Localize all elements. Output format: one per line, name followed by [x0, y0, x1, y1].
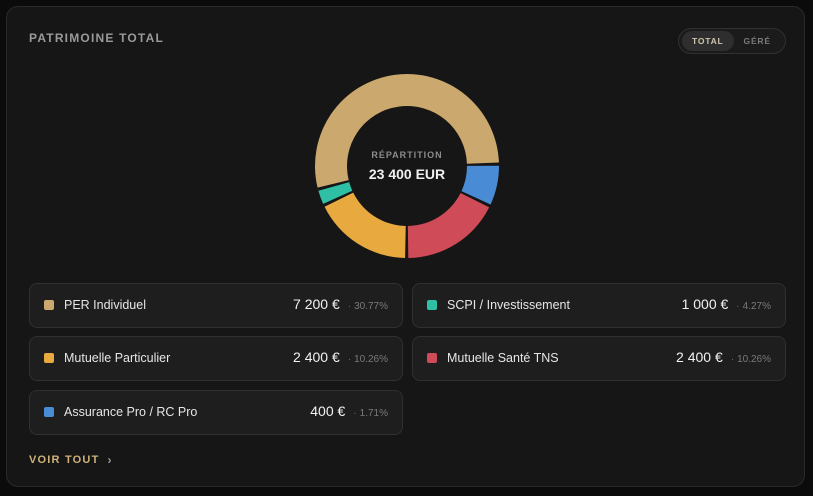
- repartition-donut-chart: [315, 74, 499, 258]
- donut-slice-3: [324, 192, 406, 258]
- asset-percent: 10.26%: [354, 354, 388, 365]
- donut-center-value: 23 400 EUR: [368, 166, 446, 182]
- asset-amount: 7 200 €: [293, 296, 340, 312]
- asset-percent: 30.77%: [354, 301, 388, 312]
- asset-name: Assurance Pro / RC Pro: [64, 405, 198, 419]
- patrimoine-card: PATRIMOINE TOTAL TOTAL GÉRÉ RÉPARTITION …: [6, 6, 805, 487]
- donut-slice-1: [461, 165, 499, 205]
- color-swatch: [44, 353, 54, 363]
- chevron-right-icon: ›: [107, 453, 113, 467]
- asset-name: Mutuelle Santé TNS: [447, 351, 559, 365]
- color-swatch: [44, 300, 54, 310]
- asset-amount: 1 000 €: [681, 296, 729, 312]
- asset-item-mutuelle-sante-tns[interactable]: Mutuelle Santé TNS 2 400 € · 10.26%: [412, 336, 786, 381]
- donut-slice-0: [315, 74, 499, 188]
- view-toggle[interactable]: TOTAL GÉRÉ: [678, 28, 786, 54]
- asset-name: SCPI / Investissement: [447, 298, 570, 312]
- asset-amount: 2 400 €: [293, 349, 340, 365]
- color-swatch: [427, 300, 437, 310]
- voir-tout-label: VOIR TOUT: [29, 454, 100, 466]
- color-swatch: [427, 353, 437, 363]
- donut-slice-4: [318, 182, 353, 204]
- separator-dot: ·: [730, 354, 735, 365]
- separator-dot: ·: [347, 301, 352, 312]
- asset-amount: 2 400 €: [676, 349, 723, 365]
- asset-name: PER Individuel: [64, 298, 146, 312]
- asset-percent: 1.71%: [359, 408, 388, 419]
- asset-item-mutuelle-particulier[interactable]: Mutuelle Particulier 2 400 € · 10.26%: [29, 336, 403, 381]
- asset-percent: 4.27%: [742, 301, 771, 312]
- toggle-total[interactable]: TOTAL: [682, 31, 734, 51]
- asset-item-scpi[interactable]: SCPI / Investissement 1 000 € · 4.27%: [412, 283, 786, 328]
- donut-center-label: RÉPARTITION: [371, 150, 443, 160]
- asset-name: Mutuelle Particulier: [64, 351, 171, 365]
- color-swatch: [44, 407, 54, 417]
- separator-dot: ·: [736, 301, 740, 312]
- voir-tout-link[interactable]: VOIR TOUT ›: [29, 453, 113, 467]
- toggle-gere[interactable]: GÉRÉ: [743, 36, 771, 46]
- asset-percent: 10.26%: [737, 354, 771, 365]
- card-title: PATRIMOINE TOTAL: [29, 31, 164, 45]
- asset-item-per-individuel[interactable]: PER Individuel 7 200 € · 30.77%: [29, 283, 403, 328]
- separator-dot: ·: [347, 354, 352, 365]
- asset-item-assurance-pro[interactable]: Assurance Pro / RC Pro 400 € · 1.71%: [29, 390, 403, 435]
- separator-dot: ·: [353, 408, 357, 419]
- donut-slice-2: [407, 192, 490, 258]
- asset-amount: 400 €: [310, 403, 346, 419]
